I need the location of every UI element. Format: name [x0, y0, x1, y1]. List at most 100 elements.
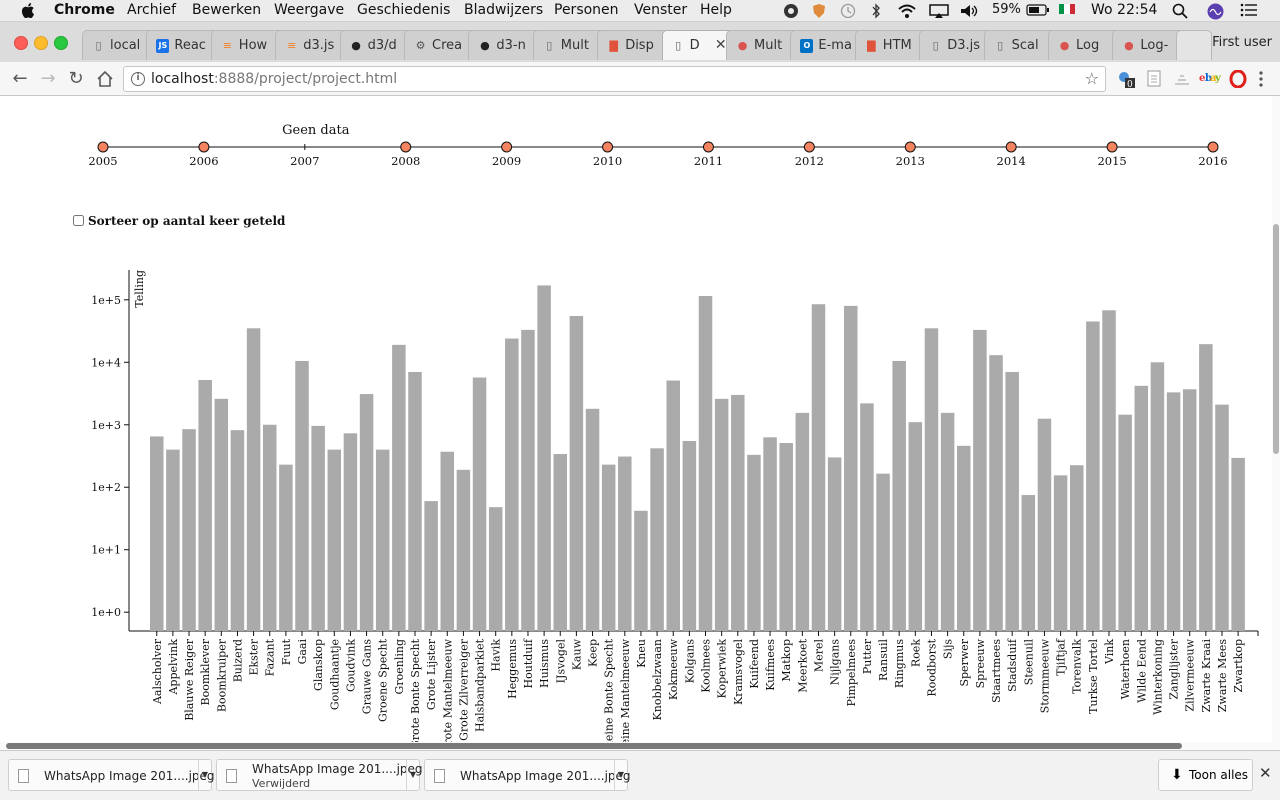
minimize-window-button[interactable]	[34, 36, 48, 50]
bar[interactable]	[795, 412, 810, 631]
show-all-downloads-button[interactable]: ⬇ Toon alles	[1158, 759, 1253, 791]
timeline-year-label[interactable]: 2008	[391, 154, 420, 168]
bar[interactable]	[295, 360, 309, 631]
bar[interactable]	[908, 422, 923, 631]
menu-archief[interactable]: Archief	[127, 2, 177, 18]
timeline-year-label[interactable]: 2009	[492, 154, 521, 168]
menu-app-name[interactable]: Chrome	[54, 2, 115, 18]
browser-tab[interactable]: ● Log	[1048, 30, 1120, 60]
bar[interactable]	[650, 448, 664, 631]
timeline-year-label[interactable]: 2006	[189, 154, 218, 168]
battery-icon[interactable]	[1026, 3, 1050, 21]
timeline-year-label[interactable]: 2012	[795, 154, 824, 168]
profile-name[interactable]: First user	[1212, 35, 1272, 50]
bar[interactable]	[424, 501, 438, 631]
bar[interactable]	[827, 457, 842, 631]
browser-tab[interactable]: ▯ Mult	[532, 30, 605, 60]
extension-badge-icon[interactable]: 0	[1117, 70, 1137, 94]
bar[interactable]	[246, 328, 261, 631]
browser-tab[interactable]: ● d3/d	[339, 30, 412, 60]
bar[interactable]	[989, 355, 1003, 631]
timeline-year-label[interactable]: 2010	[593, 154, 622, 168]
home-button[interactable]	[94, 68, 116, 90]
bar[interactable]	[957, 445, 971, 631]
bar[interactable]	[569, 316, 584, 631]
close-tab-icon[interactable]: ✕	[714, 37, 727, 53]
bar[interactable]	[456, 469, 471, 631]
bar[interactable]	[343, 433, 358, 631]
bar[interactable]	[731, 394, 745, 631]
address-bar[interactable]: i localhost:8888/project/project.html ☆	[123, 66, 1106, 92]
bar[interactable]	[1150, 362, 1165, 631]
bar[interactable]	[585, 408, 600, 631]
bar[interactable]	[375, 449, 390, 631]
bookmark-star-icon[interactable]: ☆	[1084, 69, 1099, 88]
bar[interactable]	[1053, 475, 1068, 631]
bar[interactable]	[1231, 457, 1245, 631]
document-extension-icon[interactable]	[1146, 70, 1162, 92]
bar[interactable]	[553, 454, 568, 631]
status-app-icon[interactable]	[783, 3, 799, 23]
bar[interactable]	[1182, 389, 1197, 631]
menu-weergave[interactable]: Weergave	[274, 2, 345, 18]
vertical-scroll-thumb[interactable]	[1273, 224, 1279, 454]
menu-personen[interactable]: Personen	[554, 2, 619, 18]
bar[interactable]	[682, 440, 697, 631]
timeline-year-label[interactable]: 2014	[997, 154, 1026, 168]
bar[interactable]	[198, 380, 212, 631]
browser-tab[interactable]: ▇ HTM	[854, 30, 927, 60]
bar[interactable]	[1199, 344, 1213, 631]
chevron-down-icon[interactable]: ▼	[198, 760, 211, 790]
bar[interactable]	[214, 398, 229, 631]
bar[interactable]	[1005, 371, 1019, 631]
browser-tab[interactable]: O E-ma	[790, 30, 863, 60]
siri-icon[interactable]	[1207, 3, 1224, 24]
download-item[interactable]: WhatsApp Image 201....jpeg ▼	[424, 759, 631, 791]
bar[interactable]	[844, 305, 858, 631]
horizontal-scrollbar[interactable]	[0, 742, 1280, 750]
bar[interactable]	[763, 437, 777, 631]
address-url[interactable]: localhost:8888/project/project.html	[151, 71, 398, 87]
spotlight-search-icon[interactable]	[1172, 3, 1188, 23]
bar[interactable]	[327, 449, 342, 631]
bar[interactable]	[521, 329, 535, 631]
sort-option[interactable]: Sorteer op aantal keer geteld	[73, 214, 285, 228]
timeline-year-dot[interactable]	[803, 141, 815, 153]
timeline-year-dot[interactable]	[904, 141, 916, 153]
clock[interactable]: Wo 22:54	[1091, 2, 1158, 18]
bar[interactable]	[1134, 385, 1149, 631]
bar[interactable]	[1102, 310, 1116, 631]
reload-button[interactable]: ↻	[68, 68, 84, 89]
forward-button[interactable]: →	[40, 68, 56, 89]
bar[interactable]	[940, 412, 955, 631]
notification-center-icon[interactable]	[1240, 3, 1258, 21]
time-machine-icon[interactable]	[840, 3, 856, 23]
timeline-year-label[interactable]: 2016	[1198, 154, 1227, 168]
wifi-icon[interactable]	[897, 3, 917, 23]
bar[interactable]	[1069, 465, 1084, 631]
shield-icon[interactable]	[812, 3, 826, 23]
bar[interactable]	[1215, 404, 1229, 631]
airplay-icon[interactable]	[929, 3, 949, 23]
timeline-year-label[interactable]: 2013	[896, 154, 925, 168]
horizontal-scroll-thumb[interactable]	[6, 743, 1182, 749]
bar[interactable]	[359, 394, 374, 631]
bar[interactable]	[262, 424, 277, 631]
back-button[interactable]: ←	[12, 68, 28, 89]
opera-extension-icon[interactable]	[1229, 69, 1247, 92]
timeline-year-dot[interactable]	[501, 141, 513, 153]
close-window-button[interactable]	[14, 36, 28, 50]
menu-bladwijzers[interactable]: Bladwijzers	[464, 2, 544, 18]
bar[interactable]	[924, 328, 939, 631]
bar[interactable]	[150, 436, 164, 631]
bar[interactable]	[279, 464, 293, 631]
browser-tab[interactable]: ▯ D ✕	[661, 30, 734, 60]
bar[interactable]	[1118, 414, 1132, 631]
timeline-year-dot[interactable]	[702, 141, 714, 153]
bar[interactable]	[1086, 321, 1100, 631]
bar[interactable]	[230, 430, 245, 631]
timeline-year-label[interactable]: 2005	[88, 154, 117, 168]
browser-tab[interactable]: ▯ D3.js	[919, 30, 992, 60]
bar[interactable]	[779, 443, 793, 631]
browser-tab[interactable]: ▯ local	[82, 30, 154, 60]
